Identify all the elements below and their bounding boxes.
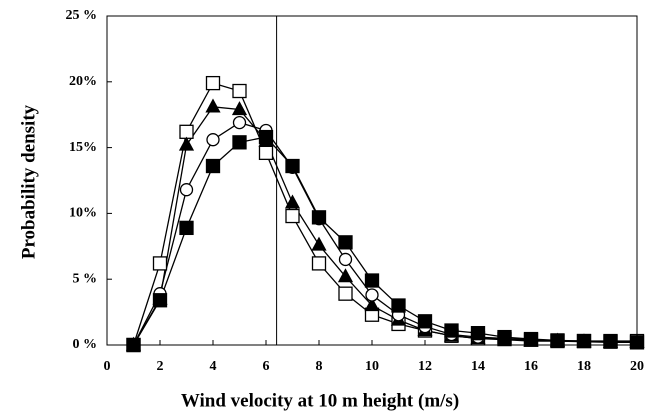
- marker: [338, 235, 353, 250]
- marker: [523, 331, 539, 347]
- marker: [629, 335, 645, 350]
- x-tick-label: 10: [365, 359, 379, 374]
- x-tick-label: 6: [263, 359, 270, 374]
- marker: [603, 334, 618, 349]
- x-tick-label: 8: [316, 359, 323, 374]
- x-tick-label: 16: [524, 359, 538, 374]
- marker: [179, 220, 194, 236]
- series-line: [132, 82, 637, 346]
- marker: [311, 236, 327, 251]
- marker: [285, 208, 300, 224]
- marker: [205, 75, 221, 91]
- y-tick-label: 5 %: [73, 271, 98, 286]
- x-tick-label: 2: [157, 359, 164, 374]
- marker: [338, 252, 353, 267]
- marker: [365, 288, 379, 302]
- marker: [205, 158, 221, 174]
- marker: [470, 326, 486, 341]
- y-tick-label: 10%: [69, 206, 97, 221]
- marker: [152, 256, 168, 271]
- y-axis-label: Probability density: [18, 104, 39, 259]
- marker: [231, 101, 248, 116]
- marker: [576, 333, 592, 349]
- marker: [311, 210, 327, 225]
- y-tick-label: 0 %: [73, 337, 98, 352]
- marker: [444, 323, 459, 338]
- marker: [232, 135, 247, 150]
- x-tick-label: 4: [210, 359, 217, 374]
- marker: [417, 314, 433, 329]
- x-tick-label: 20: [630, 359, 644, 374]
- marker: [311, 256, 327, 271]
- marker: [232, 115, 247, 130]
- marker: [284, 194, 301, 209]
- marker: [232, 83, 247, 99]
- marker: [337, 268, 354, 283]
- marker: [550, 333, 565, 348]
- x-tick-label: 0: [104, 359, 111, 374]
- series-line: [132, 121, 638, 346]
- marker: [152, 293, 168, 308]
- marker: [258, 129, 274, 145]
- marker: [258, 145, 274, 161]
- x-tick-label: 14: [471, 359, 485, 374]
- y-tick-label: 25 %: [66, 8, 98, 23]
- x-axis-label: Wind velocity at 10 m height (m/s): [181, 390, 459, 411]
- marker: [338, 286, 353, 301]
- marker: [179, 183, 194, 197]
- marker: [206, 133, 220, 147]
- marker: [364, 273, 380, 288]
- x-tick-label: 18: [577, 359, 591, 374]
- y-tick-label: 20%: [69, 74, 97, 89]
- marker: [179, 124, 194, 139]
- marker: [285, 158, 300, 174]
- marker: [178, 136, 195, 151]
- x-tick-label: 12: [418, 359, 432, 374]
- marker: [497, 329, 512, 345]
- marker: [364, 297, 380, 312]
- y-tick-label: 15%: [69, 140, 97, 155]
- marker: [205, 98, 221, 113]
- marker: [391, 298, 406, 313]
- marker: [126, 337, 141, 353]
